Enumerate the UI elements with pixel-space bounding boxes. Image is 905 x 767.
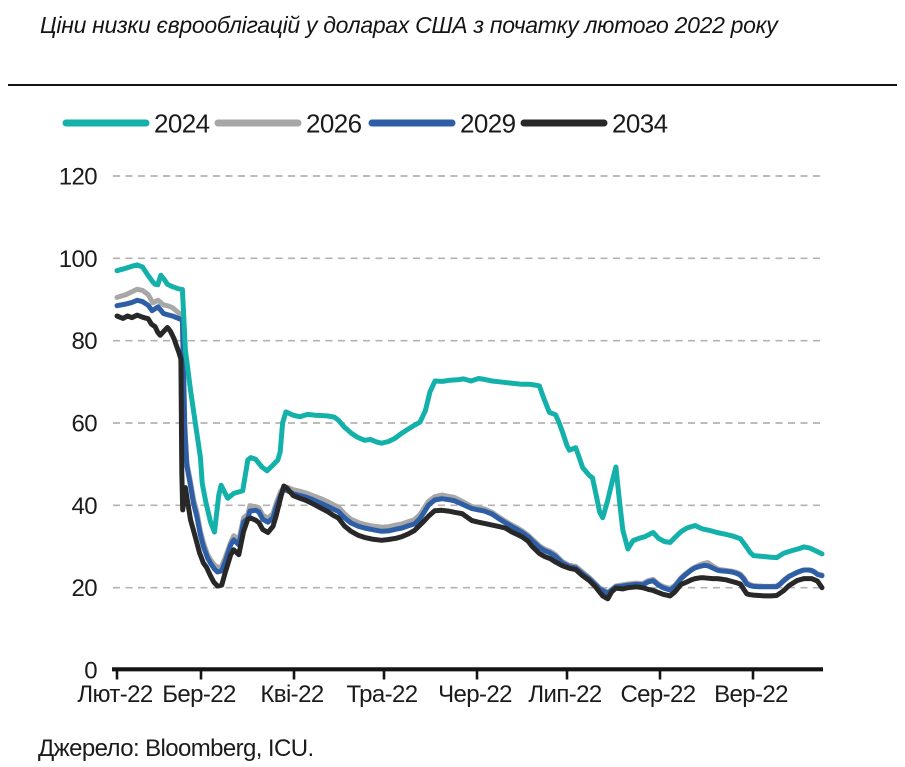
series-line-2024 xyxy=(114,262,825,561)
series-line-2029 xyxy=(114,297,825,596)
x-axis-label-Кві-22: Кві-22 xyxy=(260,681,323,708)
legend-label-2029: 2029 xyxy=(460,109,516,139)
x-axis-label-Сер-22: Сер-22 xyxy=(620,681,695,708)
y-axis-label-60: 60 xyxy=(72,410,98,437)
legend-label-2026: 2026 xyxy=(306,109,362,139)
y-axis-label-20: 20 xyxy=(72,575,98,602)
y-axis-label-0: 0 xyxy=(84,658,97,685)
series-line-2026 xyxy=(114,286,825,595)
chart-title: Ціни низки єврооблігацій у доларах США з… xyxy=(40,12,779,38)
series-lines xyxy=(114,262,825,602)
y-axis-label-120: 120 xyxy=(59,163,97,190)
x-axis-label-Вер-22: Вер-22 xyxy=(714,681,788,708)
series-line-2034 xyxy=(114,312,825,602)
x-axis-label-Лип-22: Лип-22 xyxy=(528,681,601,708)
legend: 2024 2026 2029 2034 xyxy=(62,109,668,139)
x-axis-label-Лют-22: Лют-22 xyxy=(77,681,153,708)
axes: 0 20 40 60 80 100 120 Лют-22 Бер-22 Кві-22 Тра-22 Ч… xyxy=(59,163,823,708)
legend-label-2034: 2034 xyxy=(612,109,668,139)
x-axis-label-Чер-22: Чер-22 xyxy=(438,681,512,708)
y-axis-label-40: 40 xyxy=(72,493,98,520)
y-axis-label-80: 80 xyxy=(72,328,98,355)
x-axis-label-Тра-22: Тра-22 xyxy=(346,681,417,708)
title-divider xyxy=(8,84,897,86)
legend-label-2024: 2024 xyxy=(154,109,210,139)
source-text: Джерело: Bloomberg, ICU. xyxy=(38,735,314,762)
x-axis-label-Бер-22: Бер-22 xyxy=(162,681,236,708)
y-axis-label-100: 100 xyxy=(59,246,97,273)
